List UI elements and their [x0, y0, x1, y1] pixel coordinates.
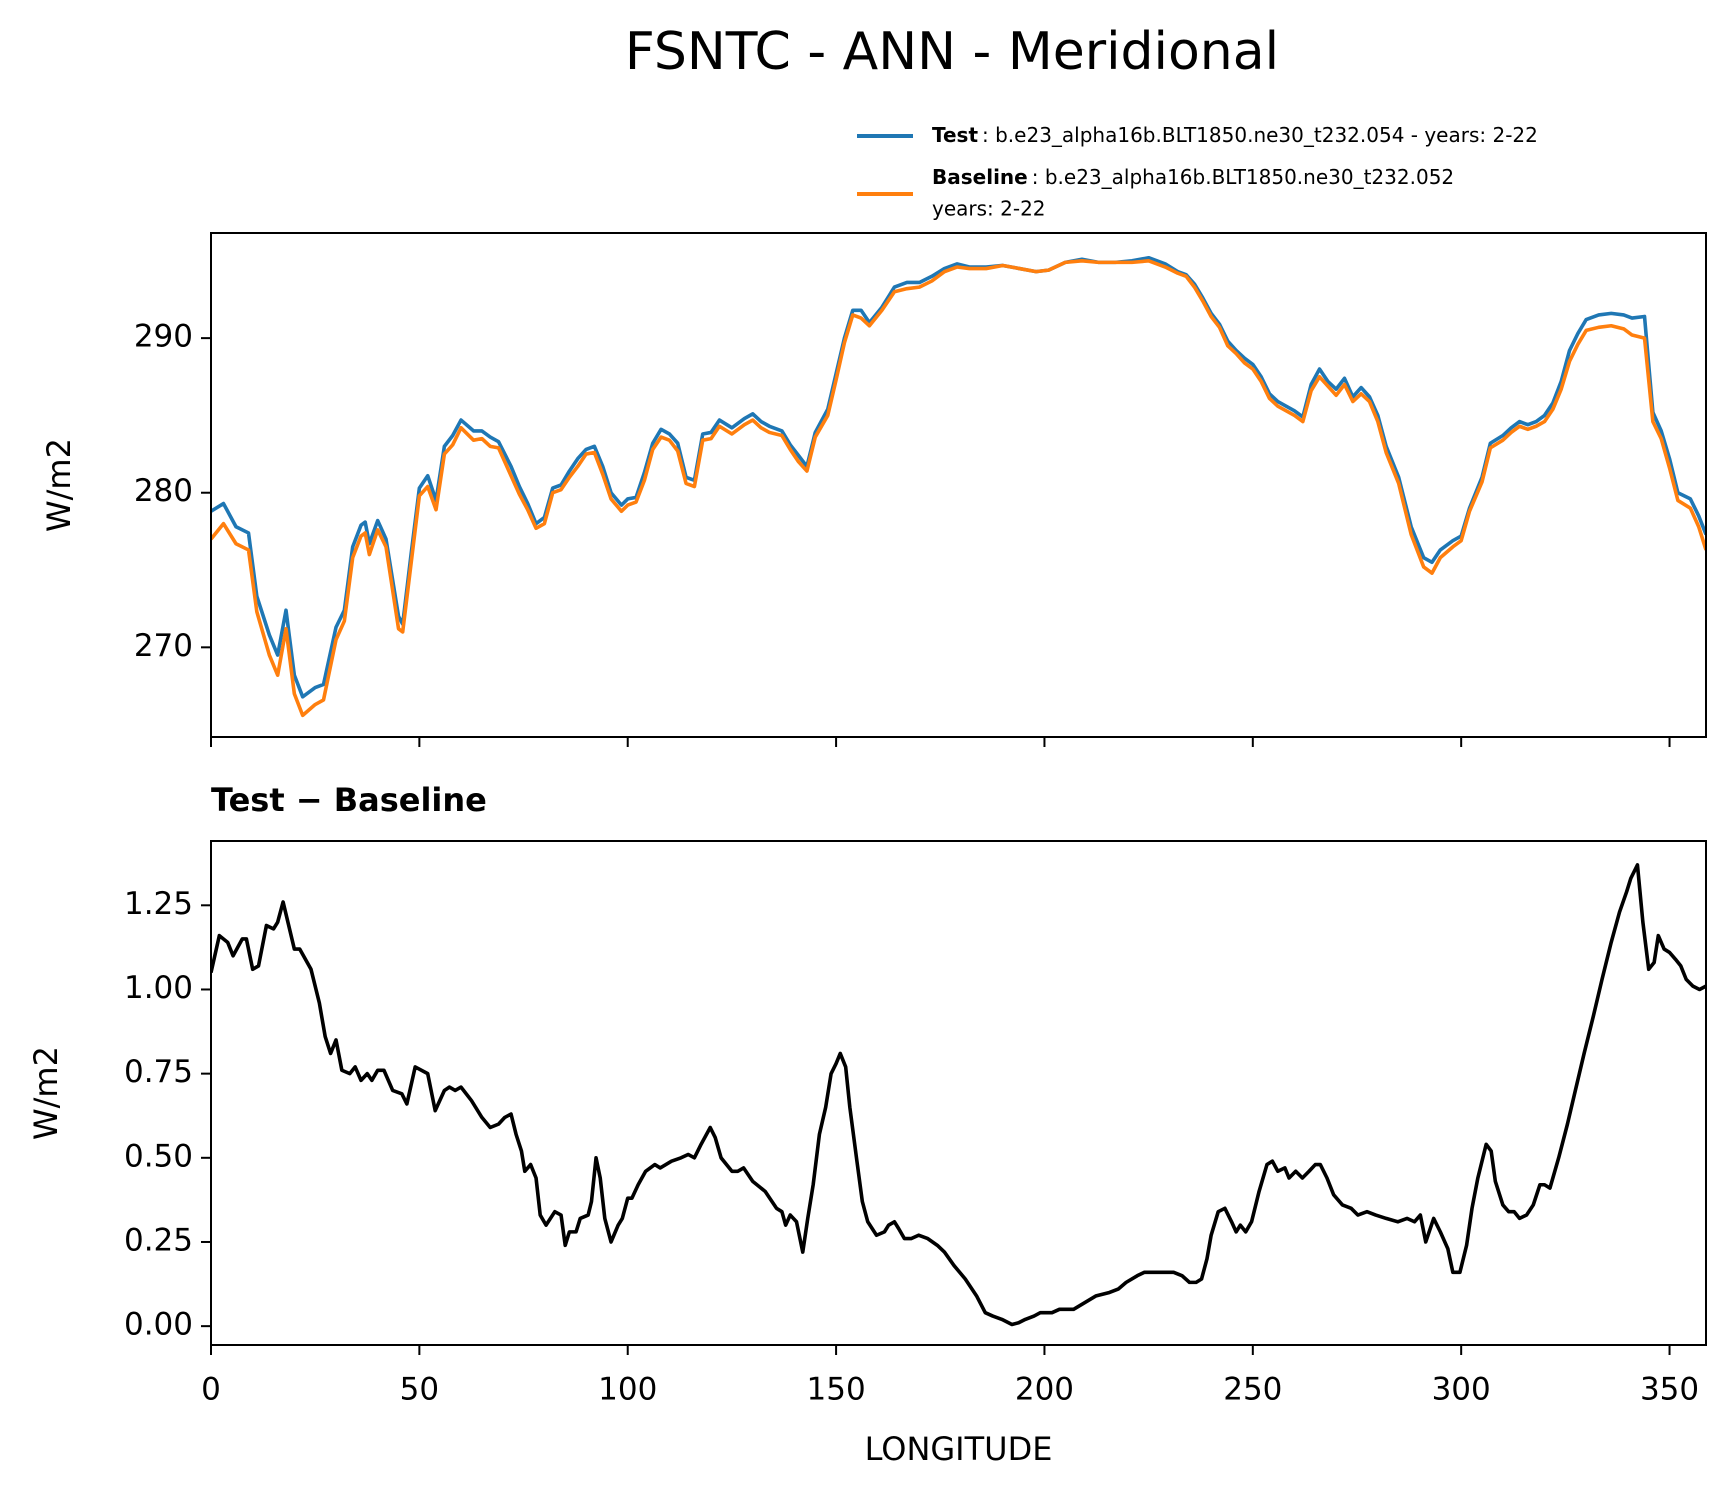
legend-description: : b.e23_alpha16b.BLT1850.ne30_t232.052 [1032, 165, 1454, 189]
y-tick-label: 290 [134, 319, 193, 355]
x-tick-label: 200 [1015, 1372, 1074, 1408]
x-tick-label: 150 [807, 1372, 866, 1408]
legend-label: Baseline: b.e23_alpha16b.BLT1850.ne30_t2… [932, 165, 1454, 189]
x-tick-label: 0 [201, 1372, 221, 1408]
x-tick-label: 300 [1432, 1372, 1491, 1408]
y-axis-label: W/m2 [40, 438, 78, 532]
panel-title: Test − Baseline [211, 781, 487, 819]
x-tick-label: 250 [1223, 1372, 1282, 1408]
y-tick-label: 1.25 [124, 886, 193, 922]
x-tick-label: 50 [400, 1372, 439, 1408]
x-tick-label: 350 [1640, 1372, 1699, 1408]
legend-name: Baseline [932, 165, 1028, 189]
axes-frame [210, 232, 1707, 738]
x-axis-label: LONGITUDE [865, 1430, 1053, 1468]
legend-description: : b.e23_alpha16b.BLT1850.ne30_t232.054 -… [982, 123, 1538, 147]
y-tick-label: 280 [134, 473, 193, 509]
y-tick-label: 1.00 [124, 970, 193, 1006]
legend-description: years: 2-22 [932, 197, 1046, 221]
y-tick-label: 0.50 [124, 1138, 193, 1174]
chart-title: FSNTC - ANN - Meridional [625, 22, 1279, 82]
y-tick-label: 0.25 [124, 1222, 193, 1258]
legend-label: Test: b.e23_alpha16b.BLT1850.ne30_t232.0… [932, 123, 1538, 147]
y-axis-label: W/m2 [27, 1046, 65, 1140]
y-tick-label: 0.00 [124, 1307, 193, 1343]
data-line [211, 863, 1706, 1327]
data-line [211, 259, 1706, 718]
x-tick-label: 100 [598, 1372, 657, 1408]
y-tick-label: 0.75 [124, 1054, 193, 1090]
legend-name: Test [932, 123, 978, 147]
y-tick-label: 270 [134, 628, 193, 664]
axes-frame [210, 840, 1707, 1346]
